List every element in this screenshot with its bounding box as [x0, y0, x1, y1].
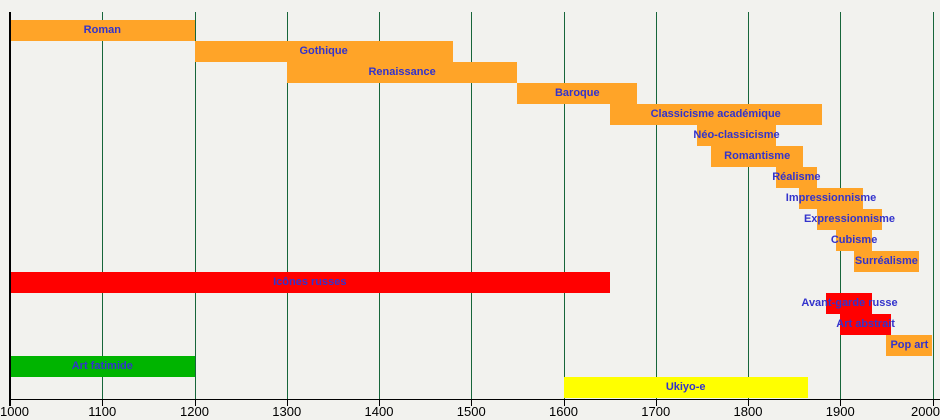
x-tick-1300: [286, 399, 288, 406]
gridline-1100: [102, 12, 104, 399]
timeline-bar-art-fatimide: [10, 356, 195, 377]
timeline-bar-label-icones-russes: Icônes russes: [273, 276, 347, 288]
x-tick-label-1400: 1400: [364, 404, 394, 419]
timeline-bar-label-pop-art: Pop art: [890, 339, 929, 351]
timeline-bar-pop-art: [886, 335, 933, 356]
timeline-bar-cubisme: [835, 230, 873, 251]
timeline-bar-roman: [10, 20, 195, 41]
timeline-bar-surrealisme: [854, 251, 919, 272]
timeline-bar-label-realisme: Réalisme: [772, 171, 821, 183]
x-tick-label-2000: 2000: [911, 404, 940, 419]
x-tick-label-1800: 1800: [733, 404, 763, 419]
timeline-bar-label-ukiyo-e: Ukiyo-e: [665, 381, 706, 393]
timeline-bar-avant-garde-russe: [826, 293, 873, 314]
x-tick-label-1300: 1300: [272, 404, 302, 419]
timeline-bar-label-impressionnisme: Impressionnisme: [785, 192, 877, 204]
x-tick-1000: [10, 399, 11, 406]
x-tick-1100: [102, 399, 104, 406]
timeline-bar-realisme: [775, 167, 818, 188]
timeline-bar-label-romantisme: Romantisme: [724, 150, 791, 162]
x-tick-1500: [471, 399, 473, 406]
x-tick-label-1900: 1900: [825, 404, 855, 419]
gridline-1800: [748, 12, 749, 399]
gridline-1300: [286, 12, 288, 399]
timeline-bar-label-surrealisme: Surréalisme: [854, 255, 918, 267]
timeline-bar-romantisme: [711, 146, 804, 167]
timeline-bar-gothique: [194, 41, 453, 62]
x-tick-label-1200: 1200: [180, 404, 209, 419]
timeline-bar-label-gothique: Gothique: [299, 45, 348, 57]
x-tick-1600: [563, 399, 565, 406]
gridline-1200: [194, 12, 196, 399]
timeline-bar-impressionnisme: [798, 188, 864, 209]
timeline-bar-art-abstrait: [840, 314, 891, 335]
gridline-1400: [379, 12, 380, 399]
x-tick-label-1500: 1500: [456, 404, 486, 419]
timeline-bar-neo-classicisme: [697, 125, 776, 146]
timeline-bar-label-classicisme-academique: Classicisme académique: [650, 108, 781, 120]
gridline-2000: [932, 12, 934, 399]
gridline-1600: [563, 12, 565, 399]
timeline-bar-label-neo-classicisme: Néo-classicisme: [693, 129, 780, 141]
timeline-bar-label-art-abstrait: Art abstrait: [836, 318, 895, 330]
timeline-bar-classicisme-academique: [609, 104, 822, 125]
x-tick-label-1100: 1100: [88, 404, 117, 419]
timeline-bar-expressionnisme: [817, 209, 882, 230]
x-tick-2000: [932, 399, 934, 406]
x-tick-1200: [194, 399, 196, 406]
timeline-bar-label-art-fatimide: Art fatimide: [71, 360, 133, 372]
timeline-bar-label-renaissance: Renaissance: [368, 66, 436, 78]
timeline-bar-label-baroque: Baroque: [554, 87, 600, 99]
x-tick-label-1700: 1700: [641, 404, 671, 419]
timeline-bar-label-avant-garde-russe: Avant-garde russe: [801, 297, 898, 309]
gridline-1500: [471, 12, 473, 399]
x-axis-line: [10, 399, 940, 400]
timeline-bar-renaissance: [286, 62, 518, 83]
x-tick-1700: [655, 399, 657, 406]
x-tick-label-1600: 1600: [549, 404, 578, 419]
timeline-bar-label-expressionnisme: Expressionnisme: [803, 213, 896, 225]
x-tick-label-1000: 1000: [0, 404, 29, 419]
timeline-bar-label-cubisme: Cubisme: [830, 234, 878, 246]
timeline-bar-baroque: [517, 83, 638, 104]
x-tick-1900: [840, 399, 842, 406]
timeline-bar-icones-russes: [10, 272, 610, 293]
gridline-1700: [655, 12, 657, 399]
timeline-bar-label-roman: Roman: [83, 24, 121, 36]
x-tick-1800: [748, 399, 749, 406]
x-tick-1400: [379, 399, 380, 406]
y-axis-line: [9, 12, 11, 406]
timeline-bar-ukiyo-e: [563, 377, 808, 398]
